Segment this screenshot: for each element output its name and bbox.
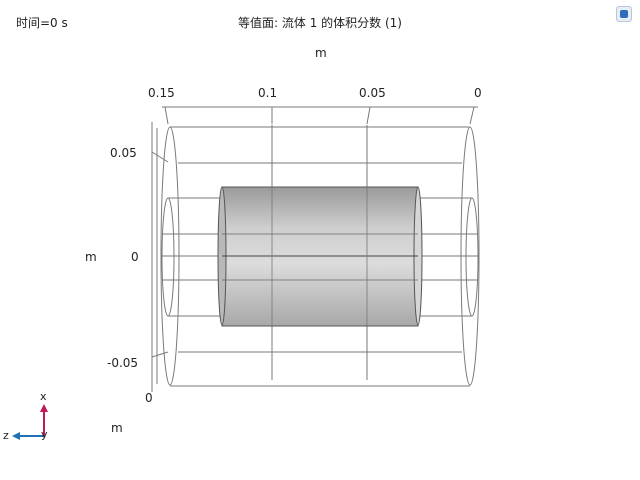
left-tick-2: -0.05 <box>107 356 139 370</box>
left-axis-unit: m <box>85 250 97 264</box>
top-tick-2: 0.05 <box>359 86 386 100</box>
top-tick-0: 0.15 <box>148 86 175 100</box>
left-tick-0: 0.05 <box>110 146 137 160</box>
triad-y-label: y <box>41 428 48 441</box>
time-label: 时间=0 s <box>16 16 68 30</box>
plot-title: 等值面: 流体 1 的体积分数 (1) <box>238 16 402 30</box>
axis-triad <box>12 404 48 440</box>
top-tick-3: 0 <box>474 86 482 100</box>
left-tick-1: 0 <box>131 250 139 264</box>
triad-x-label: x <box>40 390 47 403</box>
bottom-axis-unit: m <box>111 421 123 435</box>
top-axis-unit: m <box>315 46 327 60</box>
fluid-isosurface <box>217 186 423 327</box>
triad-z-label: z <box>3 429 9 442</box>
top-tick-1: 0.1 <box>258 86 278 100</box>
view-toggle-icon[interactable] <box>616 6 632 22</box>
bottom-tick: 0 <box>145 391 153 405</box>
